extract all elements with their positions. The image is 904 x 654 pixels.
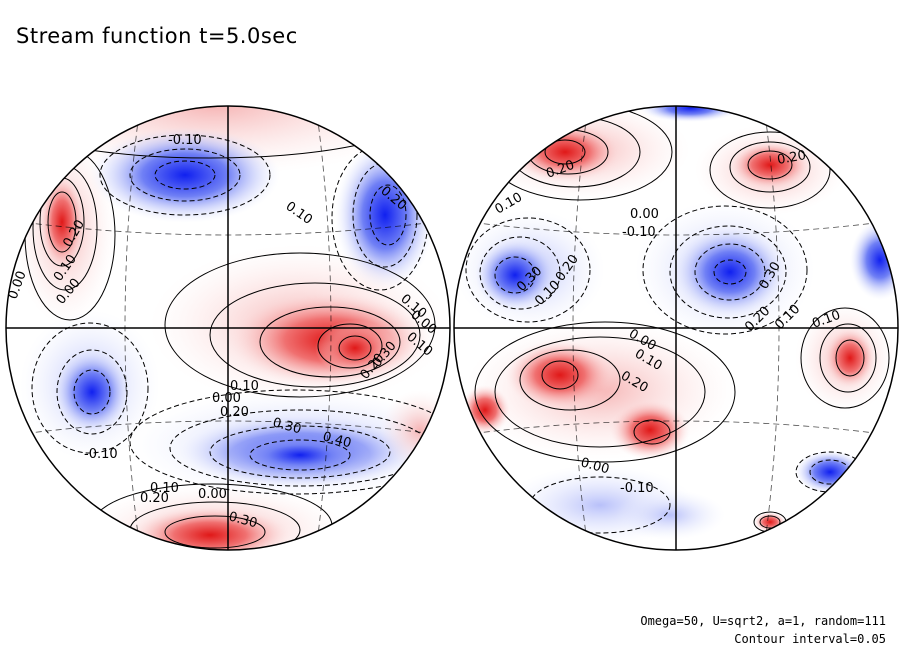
contour-label: 0.20 xyxy=(140,491,169,506)
contour-label: -0.10 xyxy=(620,481,654,496)
contour-label: 0.20 xyxy=(220,405,249,420)
contour-label: 0.00 xyxy=(630,207,659,222)
contour-label: 0.40 xyxy=(321,429,353,451)
contour-label: 0.10 xyxy=(150,481,179,496)
contour-label: 0.30 xyxy=(271,415,303,437)
contour-interval-text: Contour interval=0.05 xyxy=(734,632,886,646)
parameter-text: Omega=50, U=sqrt2, a=1, random=111 xyxy=(640,614,886,628)
right-globe: 0.20 0.10 0.20 0.00 -0.10 0.30 0.10 0.20… xyxy=(453,105,899,551)
plot-title: Stream function t=5.0sec xyxy=(16,24,298,48)
contour-label: 0.20 xyxy=(776,148,807,168)
contour-label: 0.00 xyxy=(198,487,227,502)
contour-label: -0.10 xyxy=(84,447,118,462)
contour-label: 0.10 xyxy=(230,379,259,394)
contour-label: -0.10 xyxy=(622,225,656,240)
left-globe: -0.10 0.20 0.10 0.00 0.20 0.10 0.10 0.00… xyxy=(5,105,451,551)
contour-label: 0.30 xyxy=(227,509,259,531)
contour-label: 0.00 xyxy=(212,391,241,406)
contour-label: 0.00 xyxy=(579,455,611,477)
contour-label: -0.10 xyxy=(168,133,202,148)
